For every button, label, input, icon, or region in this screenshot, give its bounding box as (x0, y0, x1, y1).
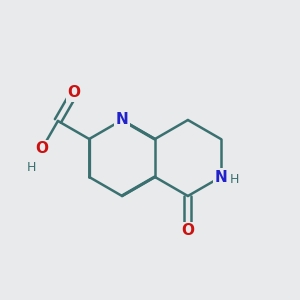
Text: H: H (230, 173, 239, 186)
Text: O: O (35, 141, 48, 156)
Text: H: H (27, 160, 36, 173)
Text: O: O (68, 85, 81, 100)
Text: N: N (214, 169, 227, 184)
Text: O: O (182, 224, 194, 238)
Text: N: N (116, 112, 128, 128)
